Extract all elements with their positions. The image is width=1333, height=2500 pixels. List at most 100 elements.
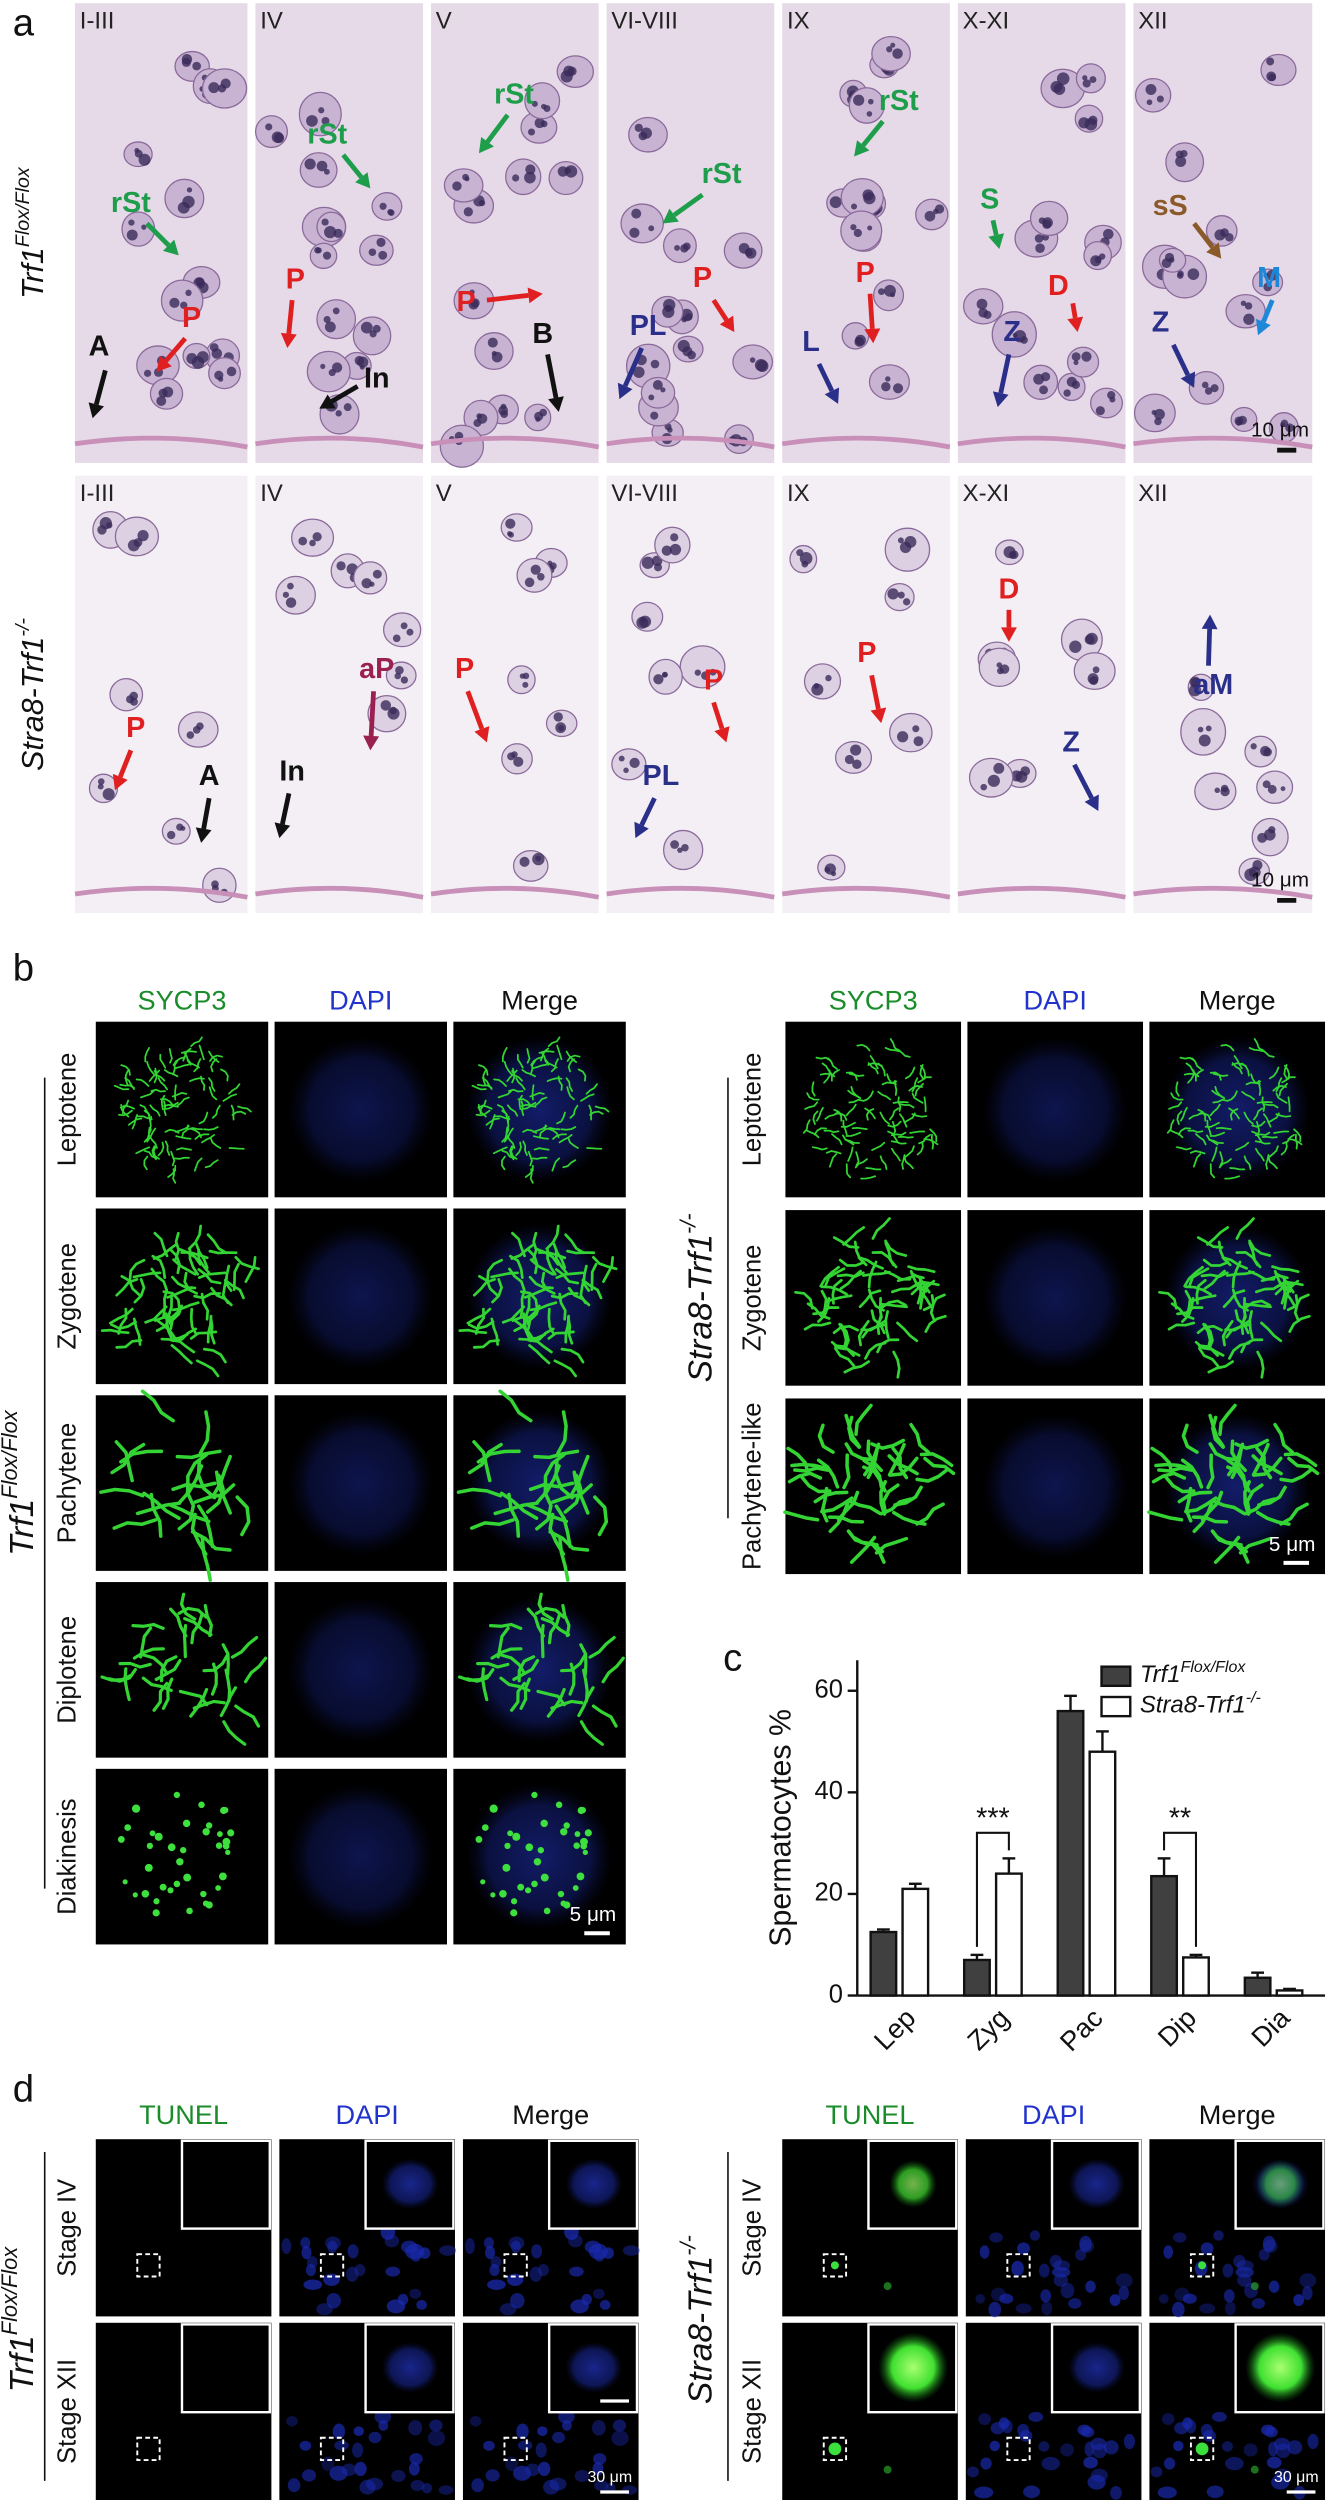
sycp3-axis	[831, 1069, 840, 1082]
sycp3-axis	[190, 1036, 203, 1048]
sycp3-focus	[510, 1898, 518, 1905]
arrow-label: A	[199, 760, 220, 792]
sycp3-axis	[844, 1442, 875, 1462]
arrow-shaft	[867, 293, 875, 330]
region-of-interest	[136, 2436, 161, 2462]
dapi-nucleus	[466, 1222, 614, 1370]
sycp3-axis	[110, 1320, 137, 1330]
chromatin	[298, 536, 308, 546]
sycp3-focus	[525, 1843, 534, 1852]
sycp3-axis	[891, 1120, 897, 1137]
arrow-label: P	[856, 257, 875, 289]
sycp3-axis	[1255, 1147, 1265, 1162]
sycp3-axis	[202, 1347, 227, 1364]
chromatin	[1263, 272, 1269, 279]
sycp3-axis	[1268, 1066, 1280, 1080]
dapi-nucleus	[466, 1409, 614, 1557]
genotype-superscript: Flox/Flox	[12, 166, 34, 247]
sycp3-axis	[100, 1673, 134, 1682]
sycp3-axis	[171, 1092, 188, 1098]
sycp3-axis	[805, 1129, 820, 1139]
arrow-shaft	[93, 369, 108, 405]
chromatin	[1175, 155, 1187, 167]
chromatin	[389, 706, 397, 715]
arrow	[869, 674, 887, 724]
chromatin	[1243, 313, 1255, 325]
sycp3-axis	[548, 1512, 566, 1556]
chromatin	[653, 674, 664, 685]
chromatin	[343, 403, 352, 412]
sycp3-axis	[193, 1058, 202, 1073]
chromatin	[1285, 423, 1295, 433]
arrow-shaft	[998, 353, 1012, 394]
dapi-nucleus	[989, 2440, 1000, 2452]
arrow-head	[1256, 318, 1271, 336]
chromatin	[1008, 551, 1017, 559]
sycp3-axis	[167, 1164, 177, 1178]
arrow-head	[1180, 371, 1196, 388]
sycp3-axis	[551, 1483, 593, 1504]
dapi-nucleus	[538, 2263, 549, 2277]
chromatin	[361, 578, 372, 589]
sycp3-axis	[1211, 1499, 1246, 1516]
sycp3-axis	[150, 1267, 169, 1292]
stage-label: V	[436, 480, 452, 507]
sycp3-focus	[502, 1863, 511, 1872]
chromatin	[282, 591, 290, 598]
sycp3-axis	[540, 1624, 545, 1659]
sycp3-axis	[886, 1073, 897, 1085]
chromatin	[701, 671, 710, 680]
sycp3-axis	[128, 1258, 146, 1282]
basement-membrane	[74, 435, 248, 450]
sycp3-axis	[1166, 1119, 1175, 1134]
sycp3-axis	[167, 1502, 211, 1524]
sycp3-axis	[520, 1101, 537, 1107]
chromatin	[667, 427, 673, 433]
chromatin	[987, 774, 1000, 787]
chromatin	[395, 665, 404, 675]
chromatin	[633, 366, 645, 378]
sycp3-axis	[816, 1458, 840, 1489]
sycp3-axis	[456, 1487, 503, 1498]
sycp3-axis	[187, 1224, 203, 1251]
sycp3-axis	[550, 1699, 584, 1710]
region-of-interest	[822, 2253, 848, 2278]
bar	[1150, 1874, 1179, 1997]
arrow	[195, 797, 212, 843]
sycp3-axis	[458, 1673, 491, 1682]
sycp3-axis	[919, 1452, 954, 1468]
dapi-nucleus	[409, 2453, 423, 2465]
sycp3-axis	[836, 1271, 865, 1278]
chromatin	[670, 533, 679, 542]
chromatin	[534, 411, 544, 421]
sycp3-axis	[588, 1104, 593, 1121]
inset	[180, 2323, 271, 2414]
row-label: Zygotene	[738, 1245, 766, 1351]
arrow-label: P	[182, 302, 201, 334]
sycp3-focus	[183, 1873, 192, 1882]
chromatin	[629, 757, 640, 769]
genotype-superscript: -/-	[676, 1213, 701, 1234]
chromatin	[304, 158, 316, 170]
sycp3-focus	[215, 1885, 222, 1891]
dapi-nucleus	[569, 2266, 584, 2277]
chromatin	[359, 364, 365, 370]
chromatin	[324, 226, 337, 239]
sycp3-focus	[555, 1801, 563, 1809]
sycp3-axis	[839, 1269, 862, 1290]
sycp3-axis	[140, 1090, 155, 1099]
genotype-base: Trf1	[4, 2335, 41, 2392]
fluorescence-image	[95, 1021, 269, 1198]
sycp3-axis	[501, 1155, 506, 1171]
sycp3-axis	[1220, 1043, 1235, 1052]
chromatin	[623, 767, 629, 774]
chromatin	[335, 410, 342, 417]
sycp3-axis	[146, 1060, 155, 1076]
dapi-nucleus	[1038, 2441, 1050, 2452]
stage-label: X-XI	[963, 8, 1010, 35]
sycp3-axis	[164, 1140, 171, 1156]
inset-dapi	[381, 2158, 440, 2210]
legend-name: Trf1	[1140, 1662, 1181, 1689]
chromatin	[1266, 269, 1278, 281]
sycp3-axis	[911, 1077, 919, 1093]
